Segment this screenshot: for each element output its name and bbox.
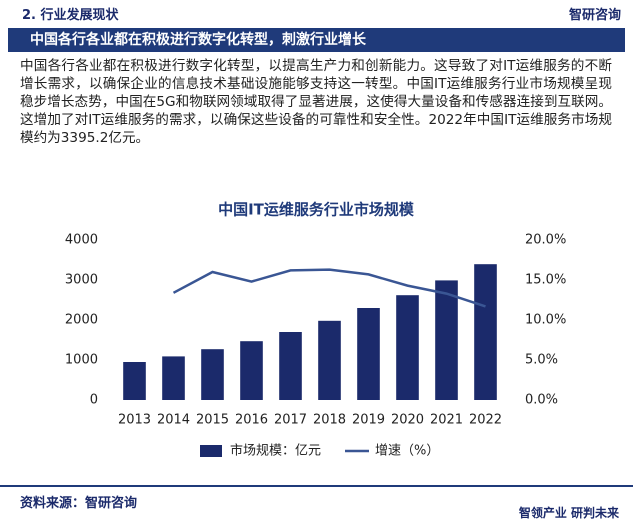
header: 2. 行业发展现状 智研咨询 — [0, 0, 633, 24]
x-tick-label: 2013 — [118, 413, 151, 428]
paragraph: 中国各行各业都在积极进行数字化转型，以提高生产力和创新能力。这导致了对IT运维服… — [20, 58, 612, 146]
bar — [123, 362, 146, 400]
x-tick-label: 2020 — [391, 413, 424, 428]
legend-label: 增速（%） — [375, 444, 439, 459]
x-tick-label: 2022 — [469, 413, 502, 428]
chart: 中国IT运维服务行业市场规模 0 1000 2000 3000 4000 0.0% 5.0%… — [65, 201, 566, 459]
y-tick-label: 3000 — [65, 273, 98, 288]
y-tick-label: 2000 — [65, 313, 98, 328]
legend-swatch — [200, 445, 222, 457]
source: 资料来源：智研咨询 — [20, 496, 138, 511]
y2-tick-label: 0.0% — [525, 393, 558, 408]
bar — [201, 349, 224, 400]
bar — [396, 295, 419, 400]
y2-tick-label: 15.0% — [525, 273, 566, 288]
banner: 中国各行各业都在积极进行数字化转型，刺激行业增长 — [8, 28, 625, 52]
logo: 智研咨询 — [568, 8, 621, 23]
footer: 智领产业 研判未来 — [518, 506, 619, 520]
bar — [474, 264, 497, 400]
bar — [318, 320, 341, 400]
x-tick-label: 2015 — [196, 413, 229, 428]
x-tick-label: 2014 — [157, 413, 190, 428]
line — [172, 268, 486, 308]
x-tick-label: 2018 — [313, 413, 346, 428]
y2-tick-label: 5.0% — [525, 353, 558, 368]
legend-label: 市场规模：亿元 — [230, 443, 321, 459]
x-tick-label: 2017 — [274, 413, 307, 428]
chart-title: 中国IT运维服务行业市场规模 — [218, 201, 415, 219]
bar — [162, 356, 185, 400]
x-tick-label: 2021 — [430, 413, 463, 428]
y-tick-label: 0 — [90, 393, 98, 408]
y-tick-label: 1000 — [65, 353, 98, 368]
bar — [279, 332, 302, 400]
y-tick-label: 4000 — [65, 233, 98, 248]
bar — [240, 341, 263, 400]
divider — [0, 485, 633, 487]
y2-tick-label: 10.0% — [525, 313, 566, 328]
x-tick-label: 2019 — [352, 413, 385, 428]
x-tick-label: 2016 — [235, 413, 268, 428]
section-title: 2. 行业发展现状 — [22, 8, 119, 23]
bar — [357, 308, 380, 400]
y2-tick-label: 20.0% — [525, 233, 566, 248]
bar — [435, 280, 458, 400]
